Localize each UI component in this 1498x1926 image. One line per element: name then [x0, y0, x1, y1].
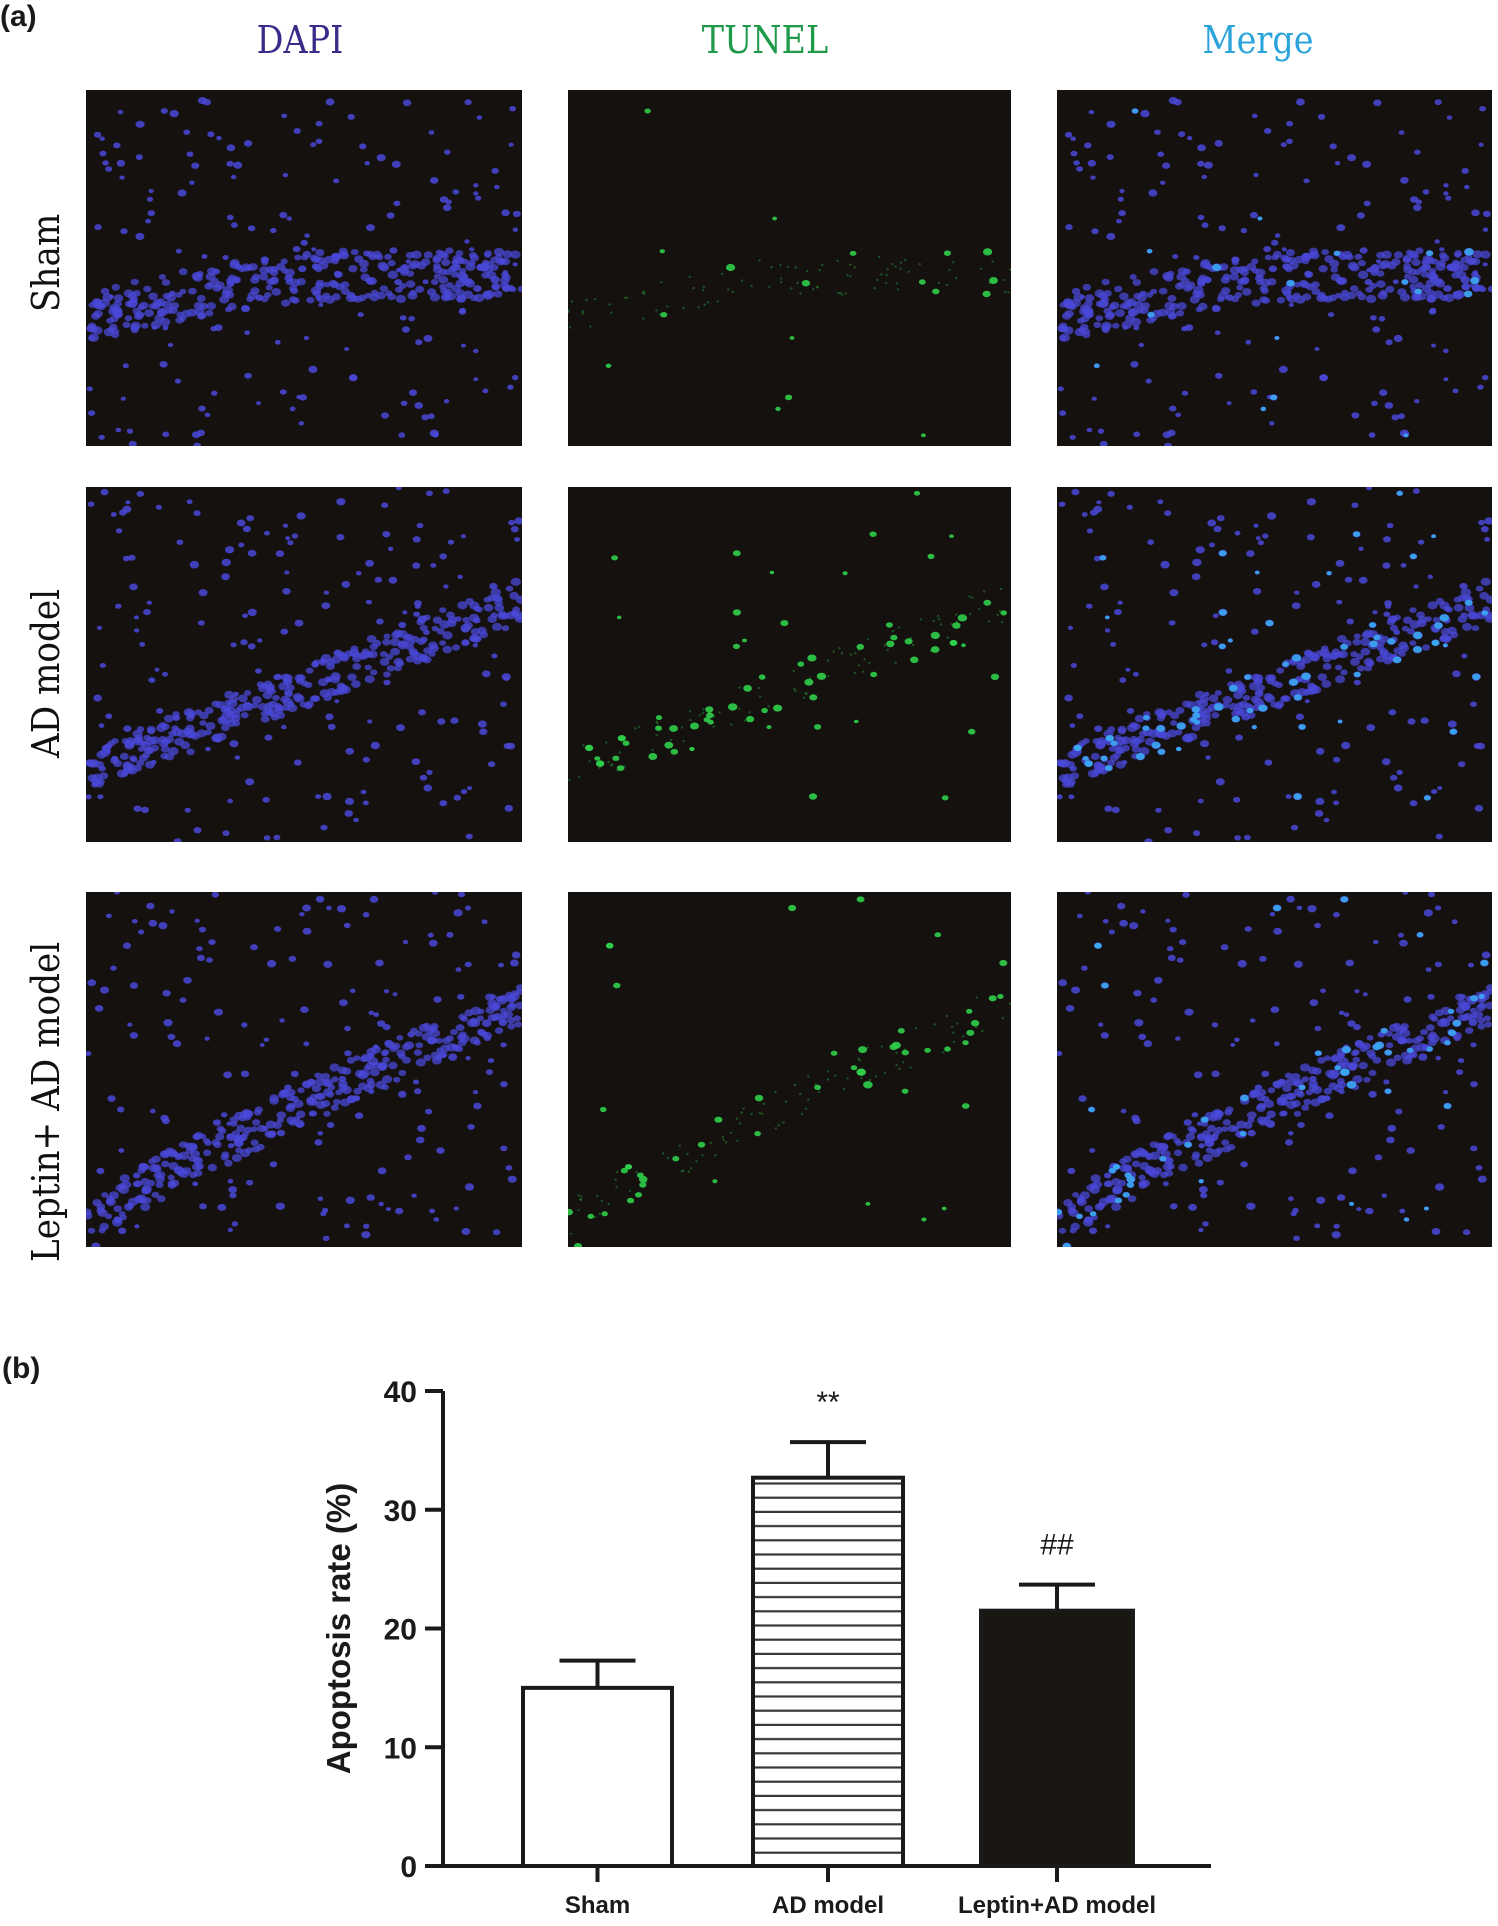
panel-a-label: (a)	[0, 0, 37, 33]
column-header-tunel: TUNEL	[701, 18, 829, 62]
chart-canvas: 0 10 20 30 40 Apoptosis rate (%) Sham AD model *…	[320, 1376, 1211, 1919]
column-header-merge: Merge	[1202, 18, 1314, 62]
bar-ad-model	[751, 1475, 905, 1868]
micrograph-ad-model-tunel	[568, 487, 1011, 842]
significance-marker: ##	[1040, 1529, 1074, 1562]
micrograph-sham-dapi	[86, 90, 522, 446]
micrograph-leptin-ad-model-tunel	[568, 892, 1011, 1247]
y-axis-title: Apoptosis rate (%)	[320, 1483, 357, 1775]
significance-marker: **	[816, 1386, 840, 1419]
y-tick-label: 0	[400, 1851, 417, 1884]
y-tick-label: 20	[384, 1614, 417, 1647]
bar-sham	[521, 1685, 674, 1868]
micrograph-leptin-ad-model-merge	[1057, 892, 1492, 1247]
x-category-label: Sham	[565, 1892, 630, 1919]
micrograph-ad-model-dapi	[86, 487, 522, 842]
micrograph-ad-model-merge	[1057, 487, 1492, 842]
row-label-sham: Sham	[24, 213, 68, 312]
bar-leptin-ad-model	[979, 1608, 1135, 1868]
y-tick-label: 10	[384, 1732, 417, 1765]
row-label-leptin-ad-model: Leptin+ AD model	[24, 941, 68, 1262]
y-tick-label: 40	[384, 1376, 417, 1409]
apoptosis-bar-chart: 0 10 20 30 40 Apoptosis rate (%) Sham AD model *…	[0, 1300, 1498, 1926]
panel-b-label: (b)	[2, 1352, 41, 1385]
column-header-dapi: DAPI	[256, 18, 344, 62]
micrograph-leptin-ad-model-dapi	[86, 892, 522, 1247]
x-category-label: Leptin+AD model	[958, 1892, 1156, 1919]
micrograph-sham-tunel	[568, 90, 1011, 446]
y-tick-label: 30	[384, 1495, 417, 1528]
row-label-ad-model: AD model	[24, 588, 68, 758]
micrograph-sham-merge	[1057, 90, 1492, 446]
x-category-label: AD model	[772, 1892, 884, 1919]
